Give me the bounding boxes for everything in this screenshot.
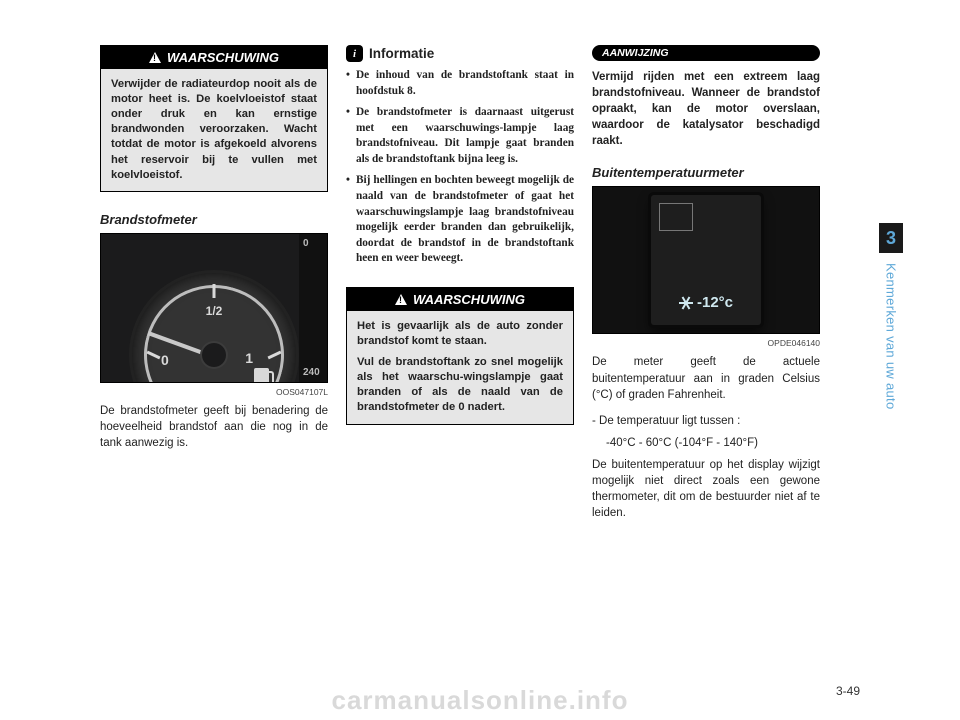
heading-temp-meter: Buitentemperatuurmeter xyxy=(592,165,820,180)
figure-code-temp: OPDE046140 xyxy=(592,338,820,348)
info-title: Informatie xyxy=(369,46,434,61)
warning-icon xyxy=(149,52,161,63)
info-list: De inhoud van de brandstoftank staat in … xyxy=(346,68,574,273)
info-item-1: De inhoud van de brandstoftank staat in … xyxy=(346,68,574,99)
warning-body-2b: Vul de brandstoftank zo snel mogelijk al… xyxy=(357,355,563,415)
notice-pill: AANWIJZING xyxy=(592,45,820,61)
tab-number: 3 xyxy=(886,228,896,249)
gauge-hub xyxy=(202,343,226,367)
fuel-pump-icon xyxy=(254,368,269,383)
gauge-right-scale: 0 240 xyxy=(299,234,328,382)
info-header: i Informatie xyxy=(346,45,574,62)
fuel-gauge-body: De brandstofmeter geeft bij benadering d… xyxy=(100,403,328,451)
warning-icon xyxy=(395,294,407,305)
snowflake-icon xyxy=(679,296,693,310)
info-item-3: Bij hellingen en bochten beweegt mogelij… xyxy=(346,173,574,266)
figure-code-fuel: OOS047107L xyxy=(100,387,328,397)
temp-value-row: -12°c xyxy=(651,294,761,311)
temp-p1: De meter geeft de actuele buitentemperat… xyxy=(592,354,820,402)
warning-title: WAARSCHUWING xyxy=(167,50,279,65)
temp-p2: De buitentemperatuur op het display wijz… xyxy=(592,457,820,521)
tab-number-box: 3 xyxy=(879,223,903,253)
column-1: WAARSCHUWING Verwijder de radiateurdop n… xyxy=(100,45,328,625)
temp-figure: -12°c xyxy=(592,186,820,334)
gauge-tick-top xyxy=(213,284,216,298)
gauge-label-1: 1 xyxy=(245,350,253,366)
warning-box-fuel: WAARSCHUWING Het is gevaarlijk als de au… xyxy=(346,287,574,425)
temp-value: -12°c xyxy=(697,294,733,311)
warning-body: Verwijder de radiateurdop nooit als de m… xyxy=(101,69,327,191)
notice-body: Vermijd rijden met een extreem laag bran… xyxy=(592,69,820,149)
temp-range-label: - De temperatuur ligt tussen : xyxy=(592,413,820,429)
right-scale-bottom: 240 xyxy=(303,367,327,378)
section-tab: 3 Kenmerken van uw auto xyxy=(880,93,902,653)
right-scale-top: 0 xyxy=(303,238,327,249)
gauge-face: 0 1/2 1 xyxy=(129,270,299,383)
warning-body-2: Het is gevaarlijk als de auto zonder bra… xyxy=(347,311,573,424)
gauge-outer: 0 1/2 1 xyxy=(109,250,319,383)
tab-title: Kenmerken van uw auto xyxy=(884,263,899,410)
column-3: AANWIJZING Vermijd rijden met een extree… xyxy=(592,45,820,625)
warning-header: WAARSCHUWING xyxy=(101,46,327,69)
watermark: carmanualsonline.info xyxy=(0,685,960,716)
warning-box-coolant: WAARSCHUWING Verwijder de radiateurdop n… xyxy=(100,45,328,192)
temp-screen: -12°c xyxy=(651,195,761,325)
warning-title-2: WAARSCHUWING xyxy=(413,292,525,307)
temp-highlight-box xyxy=(659,203,693,231)
temp-range-value: -40°C - 60°C (-104°F - 140°F) xyxy=(606,437,820,449)
column-2: i Informatie De inhoud van de brandstoft… xyxy=(346,45,574,625)
info-item-2: De brandstofmeter is daarnaast uitgerust… xyxy=(346,105,574,167)
heading-fuel-gauge: Brandstofmeter xyxy=(100,212,328,227)
warning-header-2: WAARSCHUWING xyxy=(347,288,573,311)
warning-body-2a: Het is gevaarlijk als de auto zonder bra… xyxy=(357,319,563,349)
info-icon: i xyxy=(346,45,363,62)
fuel-gauge-figure: 0 1/2 1 0 240 xyxy=(100,233,328,383)
page-content: WAARSCHUWING Verwijder de radiateurdop n… xyxy=(100,45,820,625)
gauge-label-half: 1/2 xyxy=(206,304,223,318)
gauge-label-0: 0 xyxy=(161,352,169,368)
